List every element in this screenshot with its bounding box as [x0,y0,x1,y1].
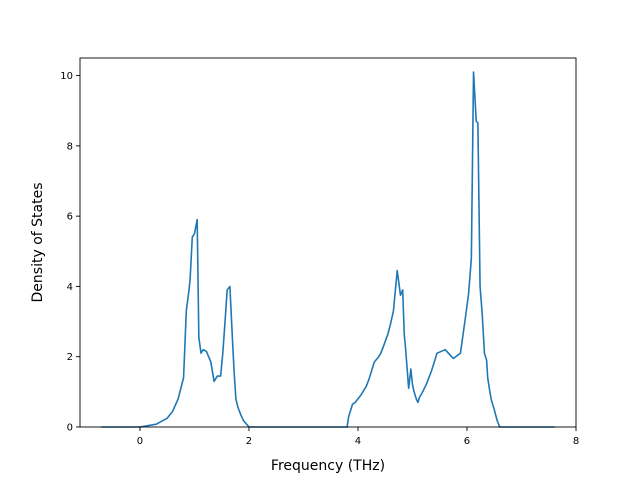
y-tick-label: 2 [67,352,73,363]
x-tick-label: 0 [137,436,143,447]
y-tick-label: 6 [67,212,73,223]
x-tick-label: 2 [246,436,252,447]
x-tick-label: 8 [573,436,579,447]
x-tick-label: 6 [464,436,470,447]
x-axis: 0 2 4 6 8 [137,427,579,447]
y-tick-label: 0 [67,423,73,434]
y-tick-label: 4 [67,282,73,293]
y-tick-label: 10 [60,71,73,82]
plot-area [101,71,556,428]
y-axis: 0 2 4 6 8 10 [60,71,80,434]
y-tick-label: 8 [67,141,73,152]
axes-frame [79,57,577,428]
dos-series-line [101,71,556,428]
x-axis-label: Frequency (THz) [271,458,385,474]
x-tick-label: 4 [355,436,361,447]
y-axis-label: Density of States [30,183,46,303]
